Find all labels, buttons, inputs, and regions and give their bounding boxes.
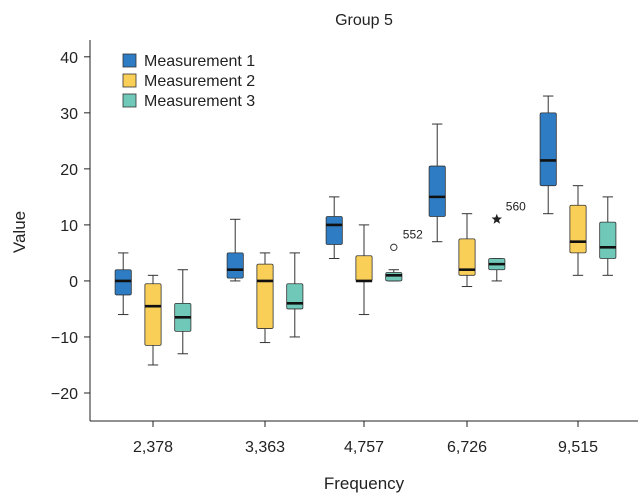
- box-iqr: [286, 283, 304, 310]
- x-tick-label: 3,363: [245, 439, 285, 456]
- box-3-3: [385, 269, 403, 282]
- outlier-label: 560: [506, 199, 526, 213]
- box-iqr: [539, 112, 557, 187]
- y-tick-label: −20: [51, 386, 78, 403]
- y-tick-label: 40: [60, 50, 78, 67]
- box-1-2: [226, 218, 244, 282]
- x-tick-label: 6,726: [447, 439, 487, 456]
- box-3-4: [488, 258, 506, 282]
- legend: Measurement 1 Measurement 2 Measurement 3: [122, 53, 255, 110]
- box-3-1: [174, 269, 192, 355]
- box-iqr: [599, 221, 617, 259]
- box-2-1: [144, 274, 162, 366]
- x-tick-label: 4,757: [344, 439, 384, 456]
- box-1-1: [114, 252, 132, 316]
- chart-title: Group 5: [335, 12, 393, 29]
- outlier-label: 552: [403, 227, 423, 241]
- box-iqr: [325, 216, 343, 245]
- outlier-star: [491, 213, 503, 224]
- x-tick-label: 2,378: [133, 439, 173, 456]
- box-1-5: [539, 95, 557, 215]
- y-tick-label: 0: [69, 274, 78, 291]
- x-tick-label: 9,515: [558, 439, 598, 456]
- box-iqr: [458, 238, 476, 276]
- box-2-5: [569, 185, 587, 276]
- legend-label: Measurement 1: [144, 53, 255, 70]
- box-2-2: [256, 252, 274, 344]
- box-2-3: [355, 224, 373, 316]
- outliers: 552 560: [390, 199, 526, 252]
- box-iqr: [256, 263, 274, 329]
- box-iqr: [355, 255, 373, 282]
- y-tick-label: 10: [60, 218, 78, 235]
- box-3-5: [599, 196, 617, 276]
- box-iqr: [226, 252, 244, 279]
- y-tick-label: 20: [60, 162, 78, 179]
- y-axis-label: Value: [10, 211, 29, 253]
- legend-label: Measurement 2: [144, 73, 255, 90]
- y-ticks: −20 −10 0 10 20 30 40: [51, 50, 90, 403]
- legend-swatch: [122, 73, 137, 88]
- box-3-2: [286, 252, 304, 338]
- box-iqr: [385, 272, 403, 282]
- box-iqr: [144, 283, 162, 346]
- box-iqr: [569, 204, 587, 254]
- outlier-circle: [390, 243, 398, 252]
- y-tick-label: 30: [60, 106, 78, 123]
- box-2-4: [458, 213, 476, 288]
- box-1-4: [428, 123, 446, 243]
- box-iqr: [428, 165, 446, 217]
- x-axis-label: Frequency: [324, 474, 405, 493]
- box-iqr: [114, 269, 132, 296]
- box-1-3: [325, 196, 343, 260]
- legend-label: Measurement 3: [144, 93, 255, 110]
- legend-swatch: [122, 53, 137, 68]
- y-tick-label: −10: [51, 330, 78, 347]
- x-ticks: 2,378 3,363 4,757 6,726 9,515: [133, 421, 598, 456]
- legend-swatch: [122, 93, 137, 108]
- boxes: [114, 95, 617, 366]
